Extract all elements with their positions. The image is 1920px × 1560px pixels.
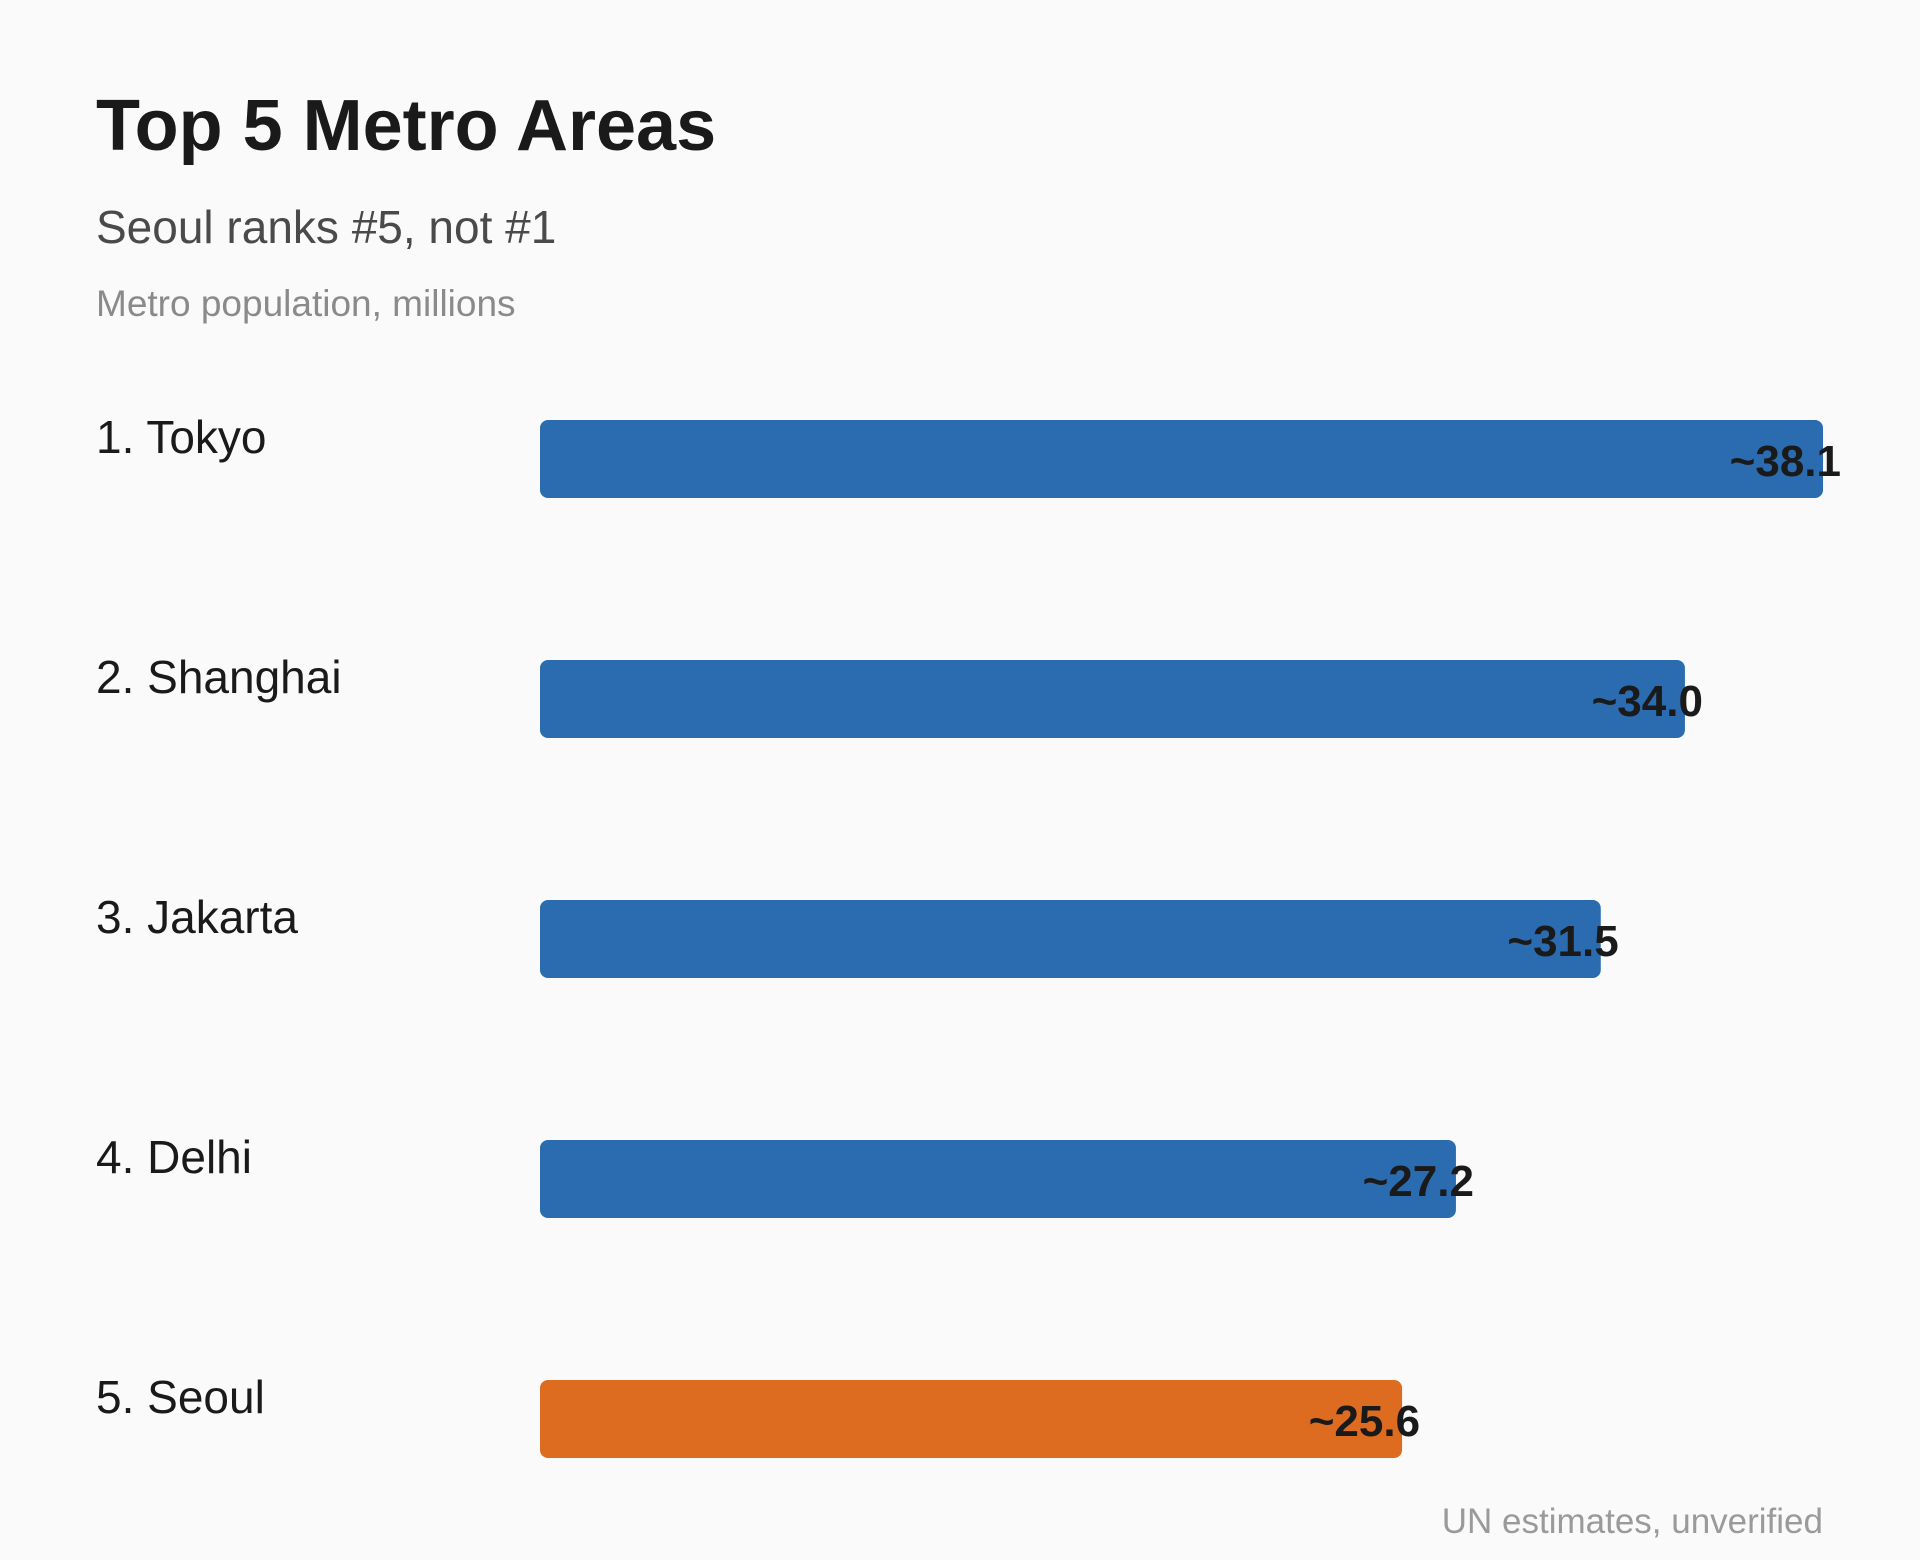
bar-tokyo — [540, 420, 1823, 498]
category-label-shanghai: 2. Shanghai — [96, 651, 342, 703]
category-label-tokyo: 1. Tokyo — [96, 411, 266, 463]
category-label-jakarta: 3. Jakarta — [96, 891, 298, 943]
bar-shanghai — [540, 660, 1685, 738]
unit-label: Metro population, millions — [96, 283, 516, 324]
category-label-delhi: 4. Delhi — [96, 1131, 252, 1183]
chart-subtitle: Seoul ranks #5, not #1 — [96, 201, 557, 253]
chart-title: Top 5 Metro Areas — [96, 86, 717, 166]
value-label-jakarta: ~31.5 — [1507, 917, 1618, 966]
value-label-shanghai: ~34.0 — [1592, 677, 1703, 726]
bar-delhi — [540, 1140, 1456, 1218]
bar-seoul — [540, 1380, 1403, 1458]
bar-jakarta — [540, 900, 1601, 978]
value-label-seoul: ~25.6 — [1309, 1397, 1420, 1446]
source-note: UN estimates, unverified — [1441, 1502, 1823, 1541]
value-label-delhi: ~27.2 — [1363, 1157, 1474, 1206]
category-label-seoul: 5. Seoul — [96, 1371, 265, 1423]
value-label-tokyo: ~38.1 — [1730, 437, 1841, 486]
